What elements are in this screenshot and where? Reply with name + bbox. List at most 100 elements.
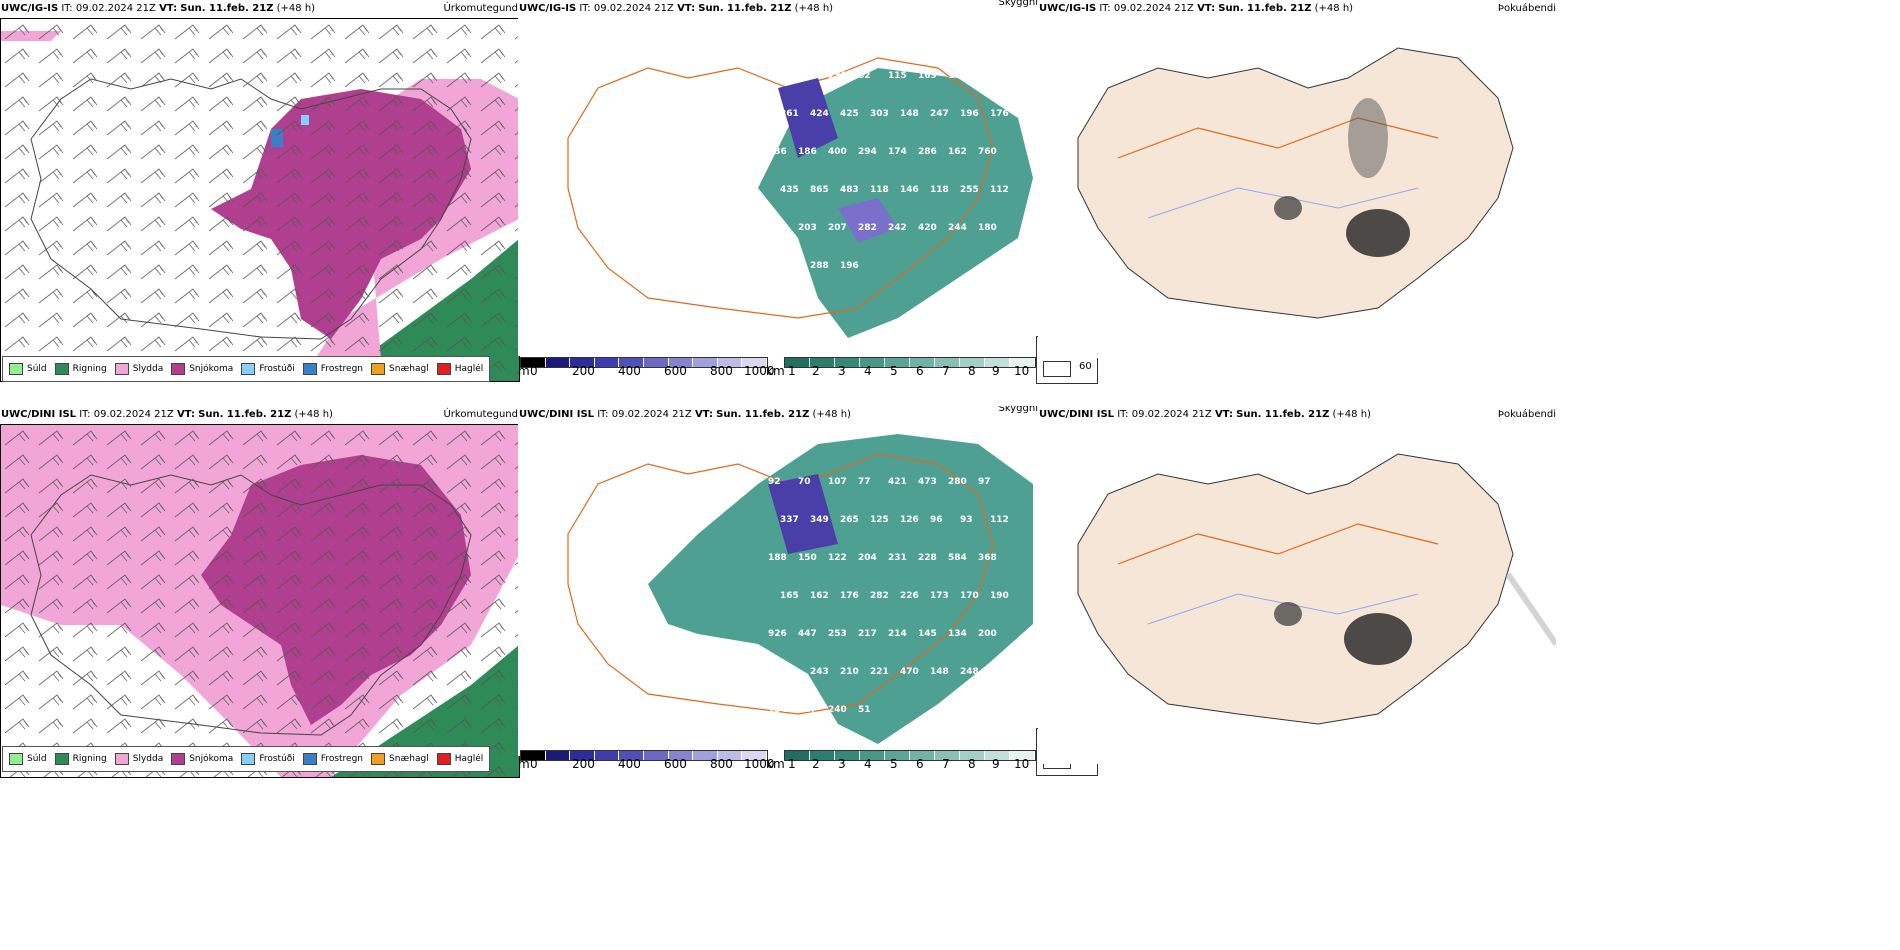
ceiling-value-label: 170 bbox=[960, 591, 979, 601]
lead-time: (+48 h) bbox=[812, 409, 851, 420]
legend-label: Súld bbox=[27, 364, 47, 374]
legend-item: Haglél bbox=[436, 363, 484, 375]
ceiling-value-label: 188 bbox=[768, 553, 787, 563]
ceiling-value-label: 228 bbox=[918, 553, 937, 563]
low-visibility-area bbox=[648, 434, 1033, 744]
visibility-tick: 8 bbox=[968, 757, 976, 771]
iceland-land bbox=[1077, 453, 1514, 725]
panel-title: Skyggni bbox=[998, 0, 1038, 8]
swatch-sleet bbox=[114, 753, 129, 765]
visibility-tick: 10 bbox=[1014, 364, 1030, 378]
panel-title: Þokuábendi bbox=[1497, 409, 1556, 420]
ceiling-value-label: 226 bbox=[900, 591, 919, 601]
ceiling-value-label: 146 bbox=[948, 71, 967, 81]
fog-map bbox=[1038, 18, 1556, 358]
it-label: IT: bbox=[79, 409, 91, 420]
ceiling-value-label: 255 bbox=[960, 185, 979, 195]
ceiling-value-label: 118 bbox=[930, 185, 949, 195]
vt-value: Sun. 11.feb. 21Z bbox=[698, 3, 792, 14]
ceiling-colorbar-labels: m 0 200 400 600 800 1000 bbox=[518, 757, 775, 773]
visibility-tick: 4 bbox=[864, 364, 872, 378]
visibility-tick: 6 bbox=[916, 757, 924, 771]
ceiling-value-label: 162 bbox=[810, 591, 829, 601]
it-value: 09.02.2024 21Z bbox=[1131, 409, 1212, 420]
it-value: 09.02.2024 21Z bbox=[93, 409, 174, 420]
legend-item: Haglél bbox=[436, 753, 484, 765]
ceiling-colorbar bbox=[520, 357, 768, 368]
ceiling-tick: 0 bbox=[530, 757, 538, 771]
ceiling-value-label: 136 bbox=[828, 71, 847, 81]
ceiling-value-label: 214 bbox=[888, 629, 907, 639]
swatch-freezing-rain bbox=[302, 753, 317, 765]
legend-label: Snjókoma bbox=[189, 364, 234, 374]
visibility-tick: 2 bbox=[812, 757, 820, 771]
it-value: 09.02.2024 21Z bbox=[75, 3, 156, 14]
it-label: IT: bbox=[1099, 3, 1111, 14]
fog-map bbox=[1038, 424, 1556, 764]
legend-label: Snæhagl bbox=[389, 364, 429, 374]
visibility-map: 133 75 136 82 115 169 146 224 261 424 425 303 148 247… bbox=[518, 18, 1038, 356]
ceiling-value-label: 77 bbox=[858, 477, 871, 487]
it-label: IT: bbox=[1117, 409, 1129, 420]
ceiling-value-label: 186 bbox=[798, 147, 817, 157]
ceiling-value-label: 82 bbox=[858, 71, 871, 81]
panel-visibility-igis: UWC/IG-IS IT: 09.02.2024 21Z VT: Sun. 11… bbox=[518, 0, 1040, 382]
ceiling-labels: 133 75 136 82 115 169 146 224 261 424 425 303 148 247… bbox=[768, 71, 1009, 271]
ceiling-value-label: 425 bbox=[840, 109, 859, 119]
visibility-tick: 1 bbox=[788, 757, 796, 771]
panel-precip-type-igis: UWC/IG-IS IT: 09.02.2024 21Z VT: Sun. 11… bbox=[0, 0, 520, 382]
swatch-rain bbox=[54, 753, 69, 765]
ceiling-value-label: 470 bbox=[900, 667, 919, 677]
legend-item: Snæhagl bbox=[371, 753, 429, 765]
vt-label: VT: bbox=[159, 3, 178, 14]
ceiling-value-label: 282 bbox=[858, 223, 877, 233]
ceiling-value-label: 146 bbox=[900, 185, 919, 195]
ceiling-value-label: 108 bbox=[780, 667, 799, 677]
ceiling-value-label: 303 bbox=[870, 109, 889, 119]
visibility-colorbar bbox=[784, 750, 1036, 761]
precip-map bbox=[0, 18, 520, 382]
ceiling-value-label: 125 bbox=[870, 515, 889, 525]
panel-fog-dini: UWC/DINI ISL IT: 09.02.2024 21Z VT: Sun.… bbox=[1038, 406, 1558, 788]
ceiling-value-label: 145 bbox=[918, 629, 937, 639]
legend-label: Haglél bbox=[454, 754, 484, 764]
legend-item: Frostregn bbox=[302, 753, 363, 765]
ceiling-value-label: 112 bbox=[990, 185, 1009, 195]
ceiling-value-label: 282 bbox=[870, 591, 889, 601]
legend-label: Snjókoma bbox=[189, 754, 234, 764]
low-ceiling-area bbox=[778, 78, 838, 158]
ceiling-value-label: 760 bbox=[978, 147, 997, 157]
ceiling-value-label: 261 bbox=[780, 109, 799, 119]
ceiling-value-label: 221 bbox=[870, 667, 889, 677]
visibility-tick: 7 bbox=[942, 364, 950, 378]
iceland-land bbox=[1077, 47, 1514, 319]
ceiling-value-label: 584 bbox=[948, 553, 967, 563]
ceiling-value-label: 424 bbox=[810, 109, 829, 119]
ceiling-value-label: 162 bbox=[948, 147, 967, 157]
it-label: IT: bbox=[61, 3, 73, 14]
model-name: UWC/DINI ISL bbox=[1, 409, 77, 420]
fog-legend-value: 60 bbox=[1079, 361, 1092, 372]
visibility-tick: 3 bbox=[838, 757, 846, 771]
ceiling-value-label: 421 bbox=[888, 477, 907, 487]
ceiling-tick: 200 bbox=[572, 757, 595, 771]
legend-item: Snjókoma bbox=[171, 753, 233, 765]
ceiling-unit: m bbox=[518, 757, 530, 771]
ceiling-value-label: 96 bbox=[930, 515, 943, 525]
road-outline bbox=[567, 57, 994, 319]
panel-header: UWC/DINI ISL IT: 09.02.2024 21Z VT: Sun.… bbox=[0, 406, 520, 424]
ceiling-value-label: 93 bbox=[960, 515, 973, 525]
it-value: 09.02.2024 21Z bbox=[1113, 3, 1194, 14]
panel-title: Úrkomutegund bbox=[443, 3, 518, 14]
visibility-tick: 1 bbox=[788, 364, 796, 378]
swatch-snow bbox=[171, 363, 186, 375]
legend-label: Haglél bbox=[454, 364, 484, 374]
ceiling-value-label: 248 bbox=[960, 667, 979, 677]
ceiling-value-label: 294 bbox=[858, 147, 877, 157]
visibility-colorbar-labels: km 1 2 3 4 5 6 7 8 9 10 bbox=[766, 364, 1038, 380]
ceiling-value-label: 165 bbox=[780, 591, 799, 601]
panel-precip-type-dini: UWC/DINI ISL IT: 09.02.2024 21Z VT: Sun.… bbox=[0, 406, 520, 788]
ceiling-value-label: 265 bbox=[840, 515, 859, 525]
precip-legend: Súld Rigning Slydda Snjókoma Frostúði Fr… bbox=[2, 746, 491, 772]
panel-header: UWC/IG-IS IT: 09.02.2024 21Z VT: Sun. 11… bbox=[1038, 0, 1558, 18]
